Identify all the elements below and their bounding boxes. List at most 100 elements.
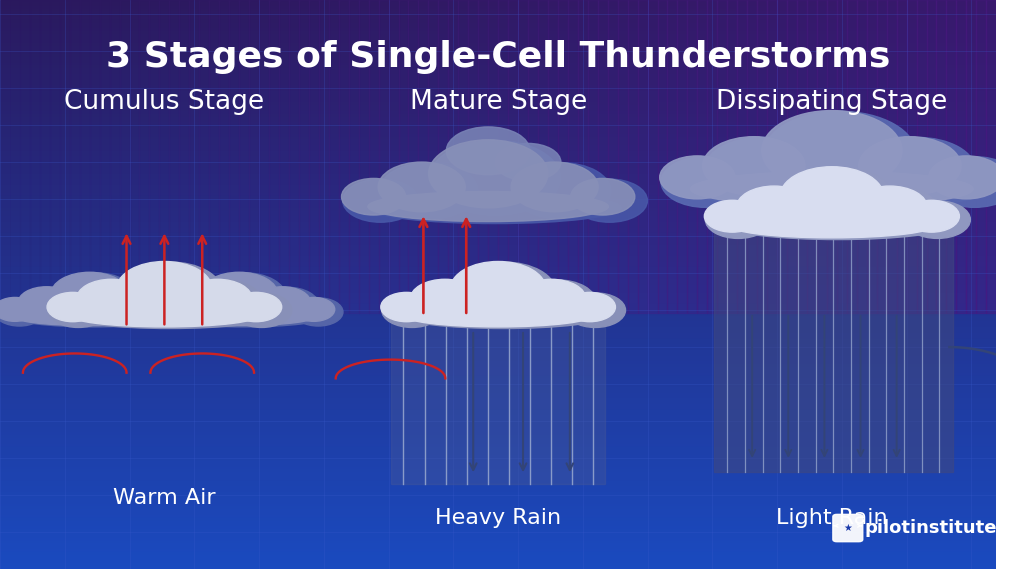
Bar bbox=[200, 0, 209, 313]
Bar bbox=[727, 0, 737, 313]
Bar bbox=[0, 324, 996, 327]
Bar bbox=[588, 0, 598, 313]
Bar bbox=[0, 230, 996, 233]
Bar bbox=[209, 0, 219, 313]
Circle shape bbox=[382, 293, 442, 327]
Bar bbox=[0, 273, 996, 276]
Circle shape bbox=[571, 179, 647, 222]
Circle shape bbox=[51, 273, 137, 321]
Bar bbox=[0, 515, 996, 518]
Circle shape bbox=[763, 112, 916, 199]
Ellipse shape bbox=[402, 303, 604, 328]
Bar bbox=[647, 0, 657, 313]
Circle shape bbox=[77, 280, 156, 325]
Bar bbox=[139, 0, 150, 313]
Circle shape bbox=[496, 143, 561, 181]
Bar bbox=[617, 0, 628, 313]
Bar bbox=[0, 336, 996, 339]
Bar bbox=[0, 191, 996, 193]
Bar bbox=[0, 421, 996, 424]
Bar bbox=[0, 376, 996, 378]
Circle shape bbox=[452, 262, 556, 321]
Bar bbox=[0, 128, 996, 131]
Bar bbox=[0, 236, 996, 239]
Bar bbox=[0, 94, 996, 97]
Bar bbox=[498, 0, 508, 313]
Bar bbox=[0, 83, 996, 85]
Text: Cumulus Stage: Cumulus Stage bbox=[65, 89, 264, 116]
Bar bbox=[0, 193, 996, 196]
Circle shape bbox=[930, 156, 1019, 207]
Bar bbox=[0, 458, 996, 461]
Bar bbox=[358, 0, 369, 313]
Bar bbox=[568, 0, 578, 313]
Bar bbox=[0, 506, 996, 509]
Bar bbox=[748, 0, 757, 313]
Ellipse shape bbox=[368, 192, 608, 221]
Bar bbox=[0, 114, 996, 117]
Bar bbox=[390, 302, 605, 484]
Bar bbox=[0, 316, 996, 319]
Ellipse shape bbox=[369, 192, 622, 224]
Circle shape bbox=[659, 156, 735, 199]
Circle shape bbox=[342, 179, 406, 215]
Bar bbox=[0, 444, 996, 447]
Bar bbox=[0, 532, 996, 535]
Bar bbox=[229, 0, 239, 313]
Circle shape bbox=[231, 293, 292, 327]
Bar bbox=[0, 555, 996, 558]
Circle shape bbox=[705, 200, 760, 232]
Bar bbox=[0, 410, 996, 413]
Bar bbox=[0, 302, 996, 304]
Bar bbox=[0, 239, 996, 242]
Bar bbox=[0, 0, 10, 313]
Bar bbox=[0, 401, 996, 404]
Bar bbox=[0, 216, 996, 219]
Circle shape bbox=[183, 280, 262, 325]
Bar bbox=[0, 0, 996, 3]
Circle shape bbox=[781, 167, 895, 232]
Bar bbox=[0, 248, 996, 250]
Bar bbox=[0, 137, 996, 139]
Bar bbox=[0, 48, 996, 51]
Bar bbox=[0, 549, 996, 552]
Circle shape bbox=[230, 292, 282, 321]
Circle shape bbox=[511, 162, 598, 212]
Bar bbox=[528, 0, 538, 313]
Bar bbox=[0, 117, 996, 119]
Bar bbox=[0, 501, 996, 504]
Bar bbox=[0, 233, 996, 236]
Circle shape bbox=[293, 298, 335, 321]
Bar bbox=[986, 0, 996, 313]
Bar bbox=[0, 9, 996, 11]
Circle shape bbox=[18, 287, 75, 319]
Bar bbox=[668, 0, 678, 313]
Bar bbox=[259, 0, 269, 313]
Bar bbox=[0, 381, 996, 384]
Bar bbox=[0, 211, 996, 213]
Bar bbox=[0, 486, 996, 489]
Bar bbox=[757, 0, 767, 313]
Circle shape bbox=[903, 200, 959, 232]
Bar bbox=[0, 97, 996, 100]
Bar bbox=[369, 0, 379, 313]
Bar bbox=[0, 276, 996, 279]
Bar bbox=[388, 0, 398, 313]
Bar bbox=[0, 40, 996, 43]
Circle shape bbox=[852, 186, 928, 229]
Bar bbox=[0, 415, 996, 418]
Circle shape bbox=[168, 287, 232, 324]
Circle shape bbox=[780, 167, 884, 226]
Circle shape bbox=[736, 186, 812, 229]
Ellipse shape bbox=[11, 306, 168, 325]
Bar bbox=[0, 142, 996, 145]
Bar bbox=[10, 0, 19, 313]
Bar bbox=[0, 484, 996, 486]
Bar bbox=[0, 91, 996, 94]
Bar bbox=[0, 413, 996, 415]
Bar bbox=[0, 185, 996, 188]
Bar bbox=[916, 0, 927, 313]
Circle shape bbox=[201, 273, 278, 316]
Circle shape bbox=[105, 287, 170, 324]
Bar bbox=[0, 566, 996, 569]
